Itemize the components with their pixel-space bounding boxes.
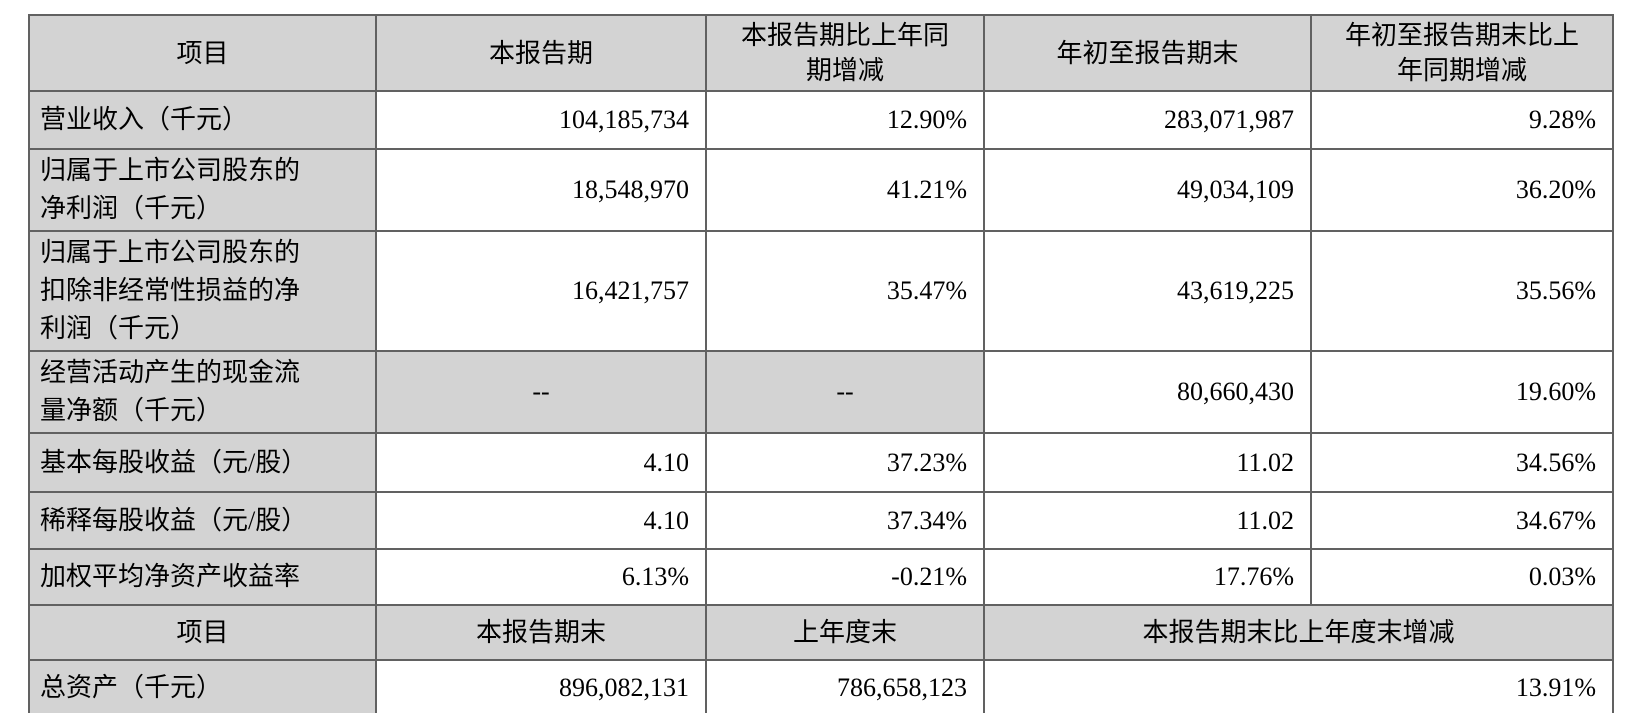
value-cell: 896,082,131 bbox=[375, 659, 707, 713]
header-cell-ytd-yoy: 年初至报告期末比上 年同期增减 bbox=[1310, 14, 1614, 92]
table-row-diluted-eps: 稀释每股收益（元/股） 4.10 37.34% 11.02 34.67% bbox=[28, 491, 1614, 550]
header-cell-current-period-yoy: 本报告期比上年同 期增减 bbox=[705, 14, 985, 92]
value-cell: 34.56% bbox=[1310, 432, 1614, 493]
table-row-total-assets: 总资产（千元） 896,082,131 786,658,123 13.91% bbox=[28, 659, 1614, 713]
table-row-operating-cash-flow: 经营活动产生的现金流 量净额（千元） -- -- 80,660,430 19.6… bbox=[28, 350, 1614, 434]
label-cell: 归属于上市公司股东的 净利润（千元） bbox=[28, 148, 377, 232]
value-cell: 16,421,757 bbox=[375, 230, 707, 352]
value-cell: 9.28% bbox=[1310, 90, 1614, 150]
value-cell: 283,071,987 bbox=[983, 90, 1312, 150]
value-cell: 4.10 bbox=[375, 432, 707, 493]
value-cell: 34.67% bbox=[1310, 491, 1614, 550]
label-cell: 归属于上市公司股东的 扣除非经常性损益的净 利润（千元） bbox=[28, 230, 377, 352]
value-cell: 37.23% bbox=[705, 432, 985, 493]
table-row-basic-eps: 基本每股收益（元/股） 4.10 37.23% 11.02 34.56% bbox=[28, 432, 1614, 493]
table-row-net-profit: 归属于上市公司股东的 净利润（千元） 18,548,970 41.21% 49,… bbox=[28, 148, 1614, 232]
table-header-row-1: 项目 本报告期 本报告期比上年同 期增减 年初至报告期末 年初至报告期末比上 年… bbox=[28, 14, 1614, 92]
value-cell-na: -- bbox=[705, 350, 985, 434]
value-cell: 80,660,430 bbox=[983, 350, 1312, 434]
value-cell: -0.21% bbox=[705, 548, 985, 606]
value-cell: 49,034,109 bbox=[983, 148, 1312, 232]
header-cell-period-end-change: 本报告期末比上年度末增减 bbox=[983, 604, 1614, 661]
value-cell-na: -- bbox=[375, 350, 707, 434]
value-cell: 43,619,225 bbox=[983, 230, 1312, 352]
table-row-revenue: 营业收入（千元） 104,185,734 12.90% 283,071,987 … bbox=[28, 90, 1614, 150]
value-cell: 35.47% bbox=[705, 230, 985, 352]
label-cell: 加权平均净资产收益率 bbox=[28, 548, 377, 606]
header-cell-prior-year-end: 上年度末 bbox=[705, 604, 985, 661]
value-cell: 104,185,734 bbox=[375, 90, 707, 150]
value-cell: 0.03% bbox=[1310, 548, 1614, 606]
label-cell: 总资产（千元） bbox=[28, 659, 377, 713]
value-cell: 41.21% bbox=[705, 148, 985, 232]
value-cell: 36.20% bbox=[1310, 148, 1614, 232]
value-cell: 11.02 bbox=[983, 432, 1312, 493]
table-header-row-2: 项目 本报告期末 上年度末 本报告期末比上年度末增减 bbox=[28, 604, 1614, 661]
header-cell-ytd: 年初至报告期末 bbox=[983, 14, 1312, 92]
value-cell: 37.34% bbox=[705, 491, 985, 550]
table-row-weighted-avg-roe: 加权平均净资产收益率 6.13% -0.21% 17.76% 0.03% bbox=[28, 548, 1614, 606]
header-cell-item: 项目 bbox=[28, 14, 377, 92]
header-cell-item-2: 项目 bbox=[28, 604, 377, 661]
value-cell: 4.10 bbox=[375, 491, 707, 550]
value-cell: 12.90% bbox=[705, 90, 985, 150]
value-cell: 17.76% bbox=[983, 548, 1312, 606]
header-cell-period-end: 本报告期末 bbox=[375, 604, 707, 661]
value-cell: 6.13% bbox=[375, 548, 707, 606]
financial-summary-table: 项目 本报告期 本报告期比上年同 期增减 年初至报告期末 年初至报告期末比上 年… bbox=[28, 14, 1614, 713]
value-cell-change: 13.91% bbox=[983, 659, 1614, 713]
table-row-net-profit-excl-nonrecurring: 归属于上市公司股东的 扣除非经常性损益的净 利润（千元） 16,421,757 … bbox=[28, 230, 1614, 352]
label-cell: 营业收入（千元） bbox=[28, 90, 377, 150]
value-cell: 35.56% bbox=[1310, 230, 1614, 352]
value-cell: 11.02 bbox=[983, 491, 1312, 550]
value-cell: 786,658,123 bbox=[705, 659, 985, 713]
label-cell: 经营活动产生的现金流 量净额（千元） bbox=[28, 350, 377, 434]
label-cell: 基本每股收益（元/股） bbox=[28, 432, 377, 493]
header-cell-current-period: 本报告期 bbox=[375, 14, 707, 92]
label-cell: 稀释每股收益（元/股） bbox=[28, 491, 377, 550]
value-cell: 19.60% bbox=[1310, 350, 1614, 434]
value-cell: 18,548,970 bbox=[375, 148, 707, 232]
